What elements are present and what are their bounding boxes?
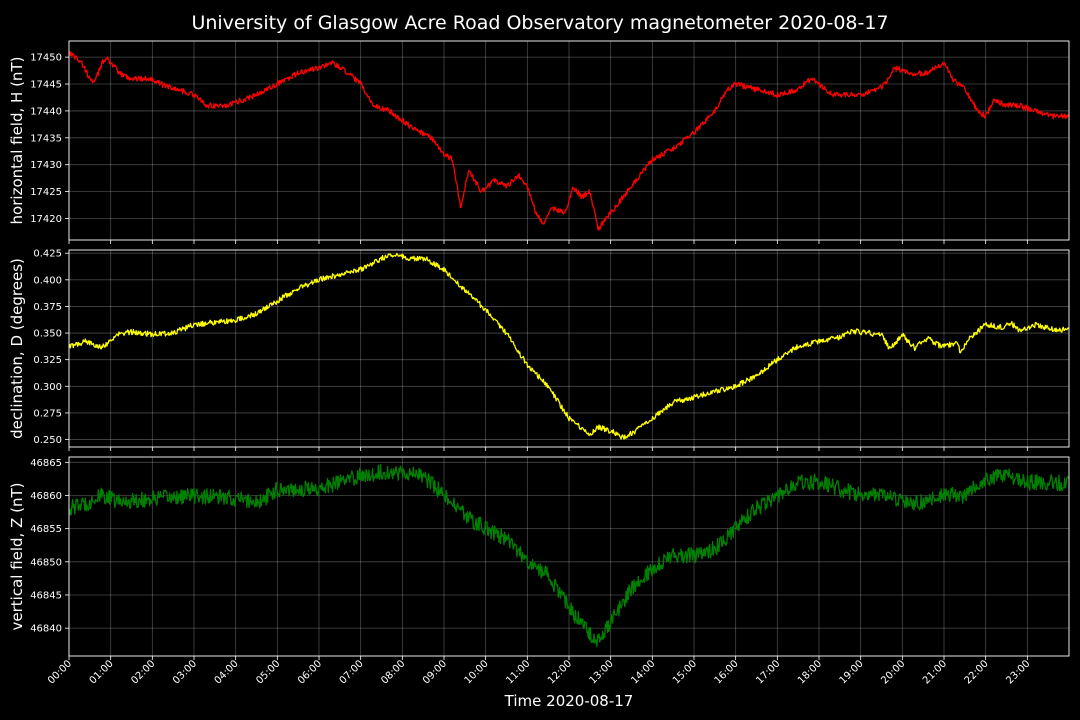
y-tick-label: 46850 bbox=[30, 557, 62, 568]
y-axis-label: vertical field, Z (nT) bbox=[8, 482, 26, 630]
y-tick-label: 17435 bbox=[30, 133, 62, 144]
y-tick-label: 46855 bbox=[30, 524, 62, 535]
y-tick-label: 46865 bbox=[30, 458, 62, 469]
y-tick-label: 17450 bbox=[30, 53, 62, 64]
panel-2: 0.250 0.275 0.300 0.325 0.350 0.375 0.400 0.425… bbox=[8, 249, 1070, 451]
series-line bbox=[68, 51, 1070, 231]
y-tick-label: 17425 bbox=[30, 187, 62, 198]
y-axis-label: declination, D (degrees) bbox=[8, 258, 26, 439]
axes-frame bbox=[68, 456, 1070, 657]
series-line bbox=[68, 252, 1070, 440]
y-tick-label: 17445 bbox=[30, 80, 62, 91]
axes-frame bbox=[68, 249, 1070, 448]
y-tick-label: 17430 bbox=[30, 160, 62, 171]
y-tick-label: 0.275 bbox=[33, 408, 62, 419]
y-axis-label: horizontal field, H (nT) bbox=[8, 57, 26, 225]
panel-1: 17420 17425 17430 17435 17440 17445 17450 horiz… bbox=[8, 40, 1070, 244]
y-tick-label: 0.300 bbox=[33, 382, 62, 393]
y-tick-label: 46860 bbox=[30, 491, 62, 502]
y-tick-label: 0.425 bbox=[33, 249, 62, 260]
y-tick-label: 0.400 bbox=[33, 275, 62, 286]
axes-frame bbox=[68, 40, 1070, 241]
y-tick-label: 0.250 bbox=[33, 435, 62, 446]
series-line bbox=[68, 464, 1070, 648]
y-tick-label: 0.325 bbox=[33, 355, 62, 366]
x-axis-label: Time 2020-08-17 bbox=[504, 692, 634, 710]
y-tick-label: 17440 bbox=[30, 106, 62, 117]
y-tick-label: 0.350 bbox=[33, 329, 62, 340]
chart-title: University of Glasgow Acre Road Observat… bbox=[191, 12, 888, 34]
y-tick-label: 0.375 bbox=[33, 302, 62, 313]
y-tick-label: 46845 bbox=[30, 590, 62, 601]
y-tick-label: 17420 bbox=[30, 214, 62, 225]
y-tick-label: 46840 bbox=[30, 624, 62, 635]
